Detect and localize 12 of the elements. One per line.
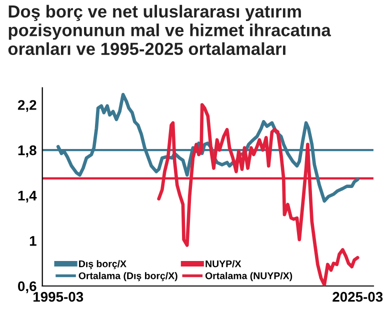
y-tick-label: 1 [30,236,36,246]
chart-title: Doş borç ve net uluslararası yatırım pozisyonunun mal ve hizmet ihracatına oranları ve 1995-2025 ortalamaları [8,4,331,56]
legend-label: NUYP/X [206,260,242,268]
y-tick-label: 1,8 [18,145,36,158]
y-tick-label: 1,4 [18,190,37,203]
x-tick-label: 2025-03 [332,292,383,302]
legend-label: Ortalama (NUYP/X) [205,272,292,282]
y-tick-label: 2,2 [18,100,36,112]
legend-label: Ortalama (Dış borç/X) [78,272,178,282]
x-tick-label: 1995-03 [34,292,84,302]
y-tick-label: 0,6 [18,281,36,294]
legend-label: Dış borç/X [79,260,126,270]
